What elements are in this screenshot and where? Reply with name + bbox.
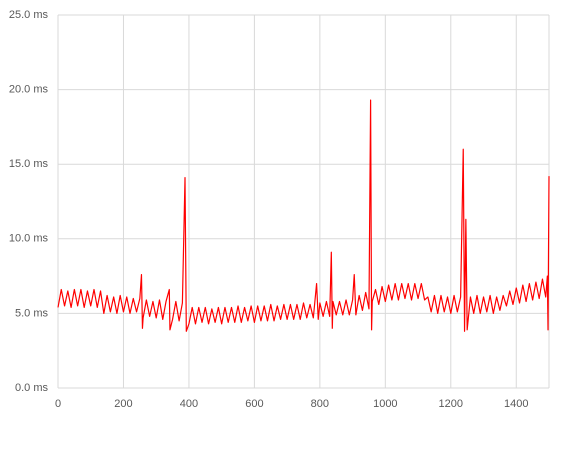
x-tick-label: 800 — [311, 398, 329, 410]
x-tick-label: 200 — [114, 398, 132, 410]
x-tick-label: 400 — [180, 398, 198, 410]
x-tick-label: 1200 — [439, 398, 463, 410]
data-line — [57, 99, 550, 332]
y-tick-label: 25.0 ms — [9, 9, 49, 21]
y-tick-label: 0.0 ms — [15, 382, 49, 394]
x-tick-label: 1400 — [504, 398, 528, 410]
x-tick-label: 0 — [55, 398, 61, 410]
y-tick-label: 20.0 ms — [9, 84, 49, 96]
y-tick-label: 5.0 ms — [15, 307, 49, 319]
y-tick-label: 15.0 ms — [9, 158, 49, 170]
x-tick-label: 1000 — [373, 398, 397, 410]
x-tick-label: 600 — [245, 398, 263, 410]
y-tick-label: 10.0 ms — [9, 233, 49, 245]
